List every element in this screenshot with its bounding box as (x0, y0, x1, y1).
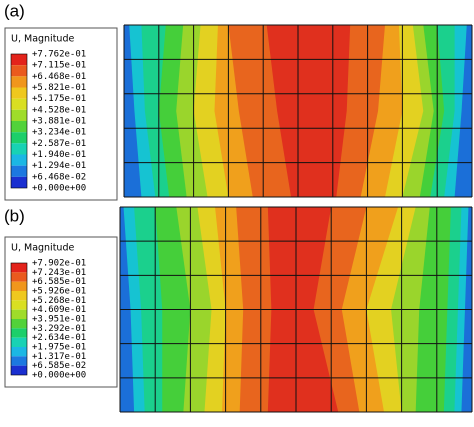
legend-value: +1.975e-01 (32, 343, 86, 353)
legend-swatch (11, 281, 27, 291)
legend-value: +0.000e+00 (32, 184, 86, 194)
legend-swatch (11, 132, 27, 144)
legend-value: +7.115e-01 (32, 61, 86, 71)
legend-swatch (11, 356, 27, 366)
legend-swatch (11, 165, 27, 177)
legend-value: +3.881e-01 (32, 117, 86, 127)
legend-value: +5.268e-01 (32, 296, 86, 306)
legend-value: +5.821e-01 (32, 83, 86, 93)
legend-swatch (11, 87, 27, 99)
legend-swatch (11, 54, 27, 66)
legend-swatch (11, 291, 27, 301)
legend-swatch (11, 109, 27, 121)
legend-value: +4.528e-01 (32, 105, 86, 115)
legend-value: +6.585e-02 (32, 361, 86, 371)
legend-swatch (11, 65, 27, 77)
legend-swatch (11, 319, 27, 329)
legend-value: +3.951e-01 (32, 315, 86, 325)
legend-value: +6.585e-01 (32, 277, 86, 287)
legend-swatch (11, 337, 27, 347)
legend-swatch (11, 176, 27, 188)
legend-value: +4.609e-01 (32, 305, 86, 315)
legend-value: +7.243e-01 (32, 268, 86, 278)
legend-value: +7.762e-01 (32, 50, 86, 60)
legend-value: +3.234e-01 (32, 128, 86, 138)
legend-swatch (11, 365, 27, 375)
legend-swatch (11, 76, 27, 88)
legend-value: +6.468e-02 (32, 172, 86, 182)
legend-swatch (11, 98, 27, 110)
legend-swatch-frame (10, 53, 28, 189)
legend-swatch-frame (10, 262, 28, 376)
legend-swatch (11, 300, 27, 310)
legend-swatch (11, 143, 27, 155)
legend-title: U, Magnitude (11, 34, 74, 45)
legend-value: +2.634e-01 (32, 333, 86, 343)
legend-swatch (11, 328, 27, 338)
legend-swatch (11, 154, 27, 166)
legend-swatch (11, 309, 27, 319)
legend-swatch (11, 347, 27, 357)
legend-value: +1.294e-01 (32, 161, 86, 171)
panel-label: (a) (4, 1, 25, 20)
contour-band (266, 25, 351, 197)
legend-value: +6.468e-01 (32, 72, 86, 82)
legend-value: +5.175e-01 (32, 94, 86, 104)
legend-title: U, Magnitude (11, 243, 74, 254)
legend-value: +3.292e-01 (32, 324, 86, 334)
legend-value: +5.926e-01 (32, 287, 86, 297)
legend-value: +0.000e+00 (32, 371, 86, 381)
panel-label: (b) (4, 206, 25, 225)
legend-swatch (11, 263, 27, 273)
legend-value: +7.902e-01 (32, 259, 86, 269)
legend-value: +1.317e-01 (32, 352, 86, 362)
legend-value: +2.587e-01 (32, 139, 86, 149)
legend-value: +1.940e-01 (32, 150, 86, 160)
legend-swatch (11, 121, 27, 133)
legend-swatch (11, 272, 27, 282)
